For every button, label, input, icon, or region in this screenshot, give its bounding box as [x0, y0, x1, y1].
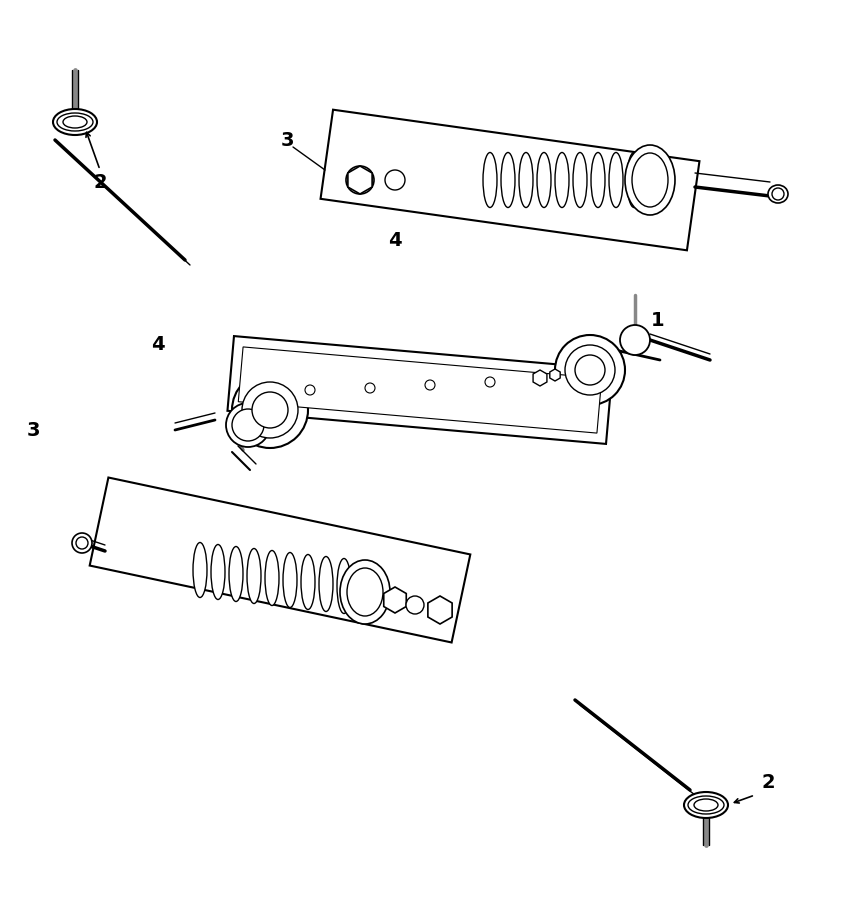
Ellipse shape — [232, 409, 264, 441]
Text: 1: 1 — [651, 310, 665, 329]
Text: 4: 4 — [388, 230, 402, 249]
Ellipse shape — [485, 377, 495, 387]
Ellipse shape — [565, 345, 615, 395]
Text: 4: 4 — [151, 336, 165, 355]
Ellipse shape — [226, 403, 270, 447]
Ellipse shape — [305, 385, 315, 395]
Text: 2: 2 — [94, 174, 107, 193]
Ellipse shape — [694, 799, 718, 811]
Ellipse shape — [247, 548, 261, 604]
Ellipse shape — [63, 116, 87, 128]
Ellipse shape — [53, 109, 97, 135]
Ellipse shape — [406, 596, 424, 614]
Ellipse shape — [519, 152, 533, 208]
Ellipse shape — [537, 152, 551, 208]
Bar — [481, 372, 518, 409]
Polygon shape — [550, 369, 561, 381]
Ellipse shape — [211, 544, 225, 599]
Ellipse shape — [242, 382, 298, 438]
Ellipse shape — [319, 556, 333, 611]
Polygon shape — [384, 587, 406, 613]
Ellipse shape — [627, 152, 641, 208]
Ellipse shape — [483, 152, 497, 208]
Ellipse shape — [193, 543, 207, 598]
Ellipse shape — [301, 554, 315, 609]
Ellipse shape — [632, 153, 668, 207]
Ellipse shape — [625, 145, 675, 215]
Ellipse shape — [573, 152, 587, 208]
Bar — [89, 478, 470, 643]
Ellipse shape — [575, 355, 605, 385]
Ellipse shape — [265, 551, 279, 606]
Ellipse shape — [72, 533, 92, 553]
Text: 2: 2 — [761, 772, 775, 791]
Ellipse shape — [283, 553, 297, 608]
Ellipse shape — [232, 372, 308, 448]
Bar — [228, 336, 613, 444]
Ellipse shape — [425, 380, 435, 390]
Ellipse shape — [768, 185, 788, 203]
Ellipse shape — [346, 166, 374, 194]
Ellipse shape — [501, 152, 515, 208]
Bar — [239, 346, 602, 433]
Text: 3: 3 — [280, 130, 293, 149]
Polygon shape — [348, 166, 372, 194]
Ellipse shape — [229, 546, 243, 601]
Polygon shape — [428, 596, 452, 624]
Bar — [478, 368, 522, 411]
Ellipse shape — [340, 560, 390, 624]
Text: 3: 3 — [26, 420, 40, 439]
Ellipse shape — [591, 152, 605, 208]
Bar — [320, 110, 700, 250]
Ellipse shape — [555, 335, 625, 405]
Ellipse shape — [555, 152, 569, 208]
Ellipse shape — [684, 792, 728, 818]
Ellipse shape — [609, 152, 623, 208]
Ellipse shape — [772, 188, 784, 200]
Ellipse shape — [57, 113, 93, 131]
Ellipse shape — [252, 392, 288, 428]
Ellipse shape — [337, 559, 351, 614]
Ellipse shape — [365, 383, 375, 393]
Polygon shape — [533, 370, 547, 386]
Ellipse shape — [347, 568, 383, 616]
Ellipse shape — [385, 170, 405, 190]
Ellipse shape — [620, 325, 650, 355]
Ellipse shape — [76, 537, 88, 549]
Ellipse shape — [688, 796, 724, 814]
